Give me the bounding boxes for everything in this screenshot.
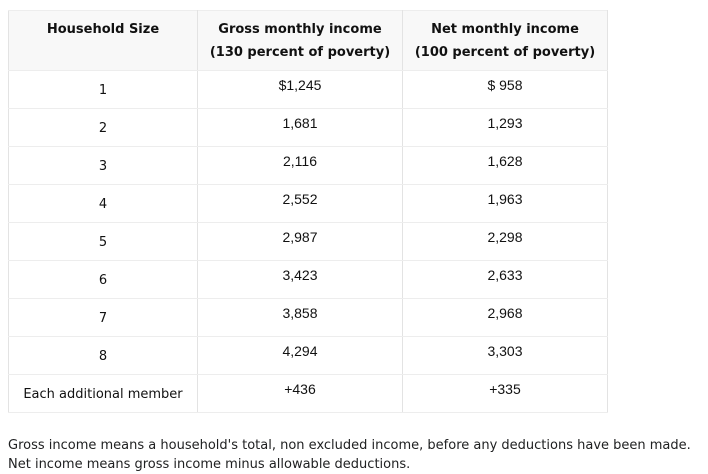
net-income-cell: 1,963: [402, 184, 608, 223]
col-header-title: Household Size: [46, 22, 160, 37]
footnote-line-net: Net income means gross income minus allo…: [8, 457, 411, 472]
table-row: 8 4,294 3,303: [8, 336, 608, 375]
gross-income-cell: 3,423: [197, 260, 403, 299]
table-row: 1 $1,245 $ 958: [8, 70, 608, 109]
table-row: 6 3,423 2,633: [8, 260, 608, 299]
net-income-cell: 3,303: [402, 336, 608, 375]
table-row: 2 1,681 1,293: [8, 108, 608, 147]
gross-income-cell: 4,294: [197, 336, 403, 375]
household-size-cell: 7: [8, 298, 198, 337]
household-size-cell: 6: [8, 260, 198, 299]
table-body: 1 $1,245 $ 958 2 1,681 1,293 3 2,116 1,628 4 2,552…: [8, 70, 608, 413]
net-income-cell: 2,968: [402, 298, 608, 337]
gross-income-cell: 2,552: [197, 184, 403, 223]
table-row: 3 2,116 1,628: [8, 146, 608, 185]
col-header-gross-income: Gross monthly income (130 percent of pov…: [197, 10, 403, 71]
household-size-cell: 4: [8, 184, 198, 223]
net-income-cell: 2,298: [402, 222, 608, 261]
household-size-cell: 3: [8, 146, 198, 185]
household-size-cell: 8: [8, 336, 198, 375]
net-income-cell: 1,628: [402, 146, 608, 185]
header-row: Household Size Gross monthly income (130…: [8, 10, 608, 71]
footnote-line-gross: Gross income means a household's total, …: [8, 438, 691, 453]
table-row: 4 2,552 1,963: [8, 184, 608, 223]
footnote: Gross income means a household's total, …: [8, 436, 708, 474]
col-header-subtitle: (130 percent of poverty): [209, 45, 391, 60]
household-size-cell: 5: [8, 222, 198, 261]
gross-income-cell: $1,245: [197, 70, 403, 109]
table-row: 7 3,858 2,968: [8, 298, 608, 337]
col-header-subtitle: (100 percent of poverty): [414, 45, 596, 60]
col-header-title: Gross monthly income: [218, 22, 382, 37]
table-row: 5 2,987 2,298: [8, 222, 608, 261]
income-eligibility-table: Household Size Gross monthly income (130…: [8, 10, 608, 413]
table-row: Each additional member +436 +335: [8, 374, 608, 413]
col-header-net-income: Net monthly income (100 percent of pover…: [402, 10, 608, 71]
gross-income-cell: 2,987: [197, 222, 403, 261]
gross-income-cell: +436: [197, 374, 403, 413]
gross-income-cell: 3,858: [197, 298, 403, 337]
col-header-title: Net monthly income: [431, 22, 579, 37]
col-header-household-size: Household Size: [8, 10, 198, 71]
gross-income-cell: 2,116: [197, 146, 403, 185]
net-income-cell: $ 958: [402, 70, 608, 109]
net-income-cell: 1,293: [402, 108, 608, 147]
household-size-cell: Each additional member: [8, 374, 198, 413]
household-size-cell: 2: [8, 108, 198, 147]
household-size-cell: 1: [8, 70, 198, 109]
gross-income-cell: 1,681: [197, 108, 403, 147]
net-income-cell: +335: [402, 374, 608, 413]
net-income-cell: 2,633: [402, 260, 608, 299]
